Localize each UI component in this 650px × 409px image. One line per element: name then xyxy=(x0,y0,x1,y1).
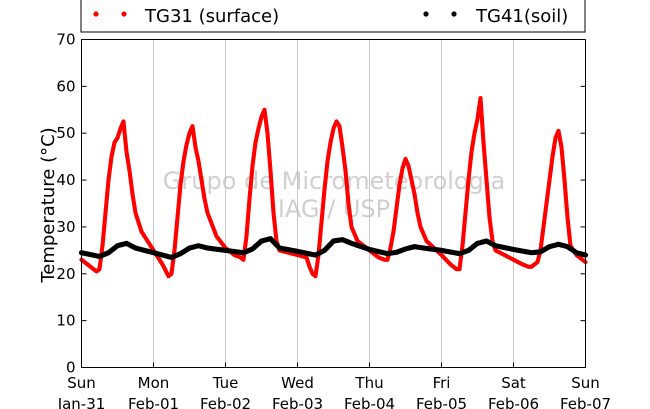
y-tick-label: 70 xyxy=(56,31,75,49)
watermark-line: IAG / USP xyxy=(278,195,390,223)
x-tick-day: Fri xyxy=(433,374,451,392)
series-surface xyxy=(79,95,588,279)
y-tick-label: 40 xyxy=(56,171,75,189)
x-tick-date: Feb-07 xyxy=(560,395,611,409)
x-tick-date: Feb-01 xyxy=(128,395,179,409)
y-axis: 0 10 20 30 40 50 60 70 xyxy=(56,31,586,377)
y-tick-label: 50 xyxy=(56,124,75,142)
y-tick-label: 60 xyxy=(56,77,75,95)
x-tick-day: Mon xyxy=(138,374,170,392)
x-tick-day: Sun xyxy=(571,374,600,392)
x-tick-date: Jan-31 xyxy=(57,395,106,409)
x-tick-day: Tue xyxy=(212,374,239,392)
x-tick-date: Feb-04 xyxy=(344,395,395,409)
watermark-line: Grupo de Micrometeorologia xyxy=(163,167,505,195)
x-tick-date: Feb-02 xyxy=(200,395,251,409)
y-tick-label: 10 xyxy=(56,312,75,330)
legend-marker-surface-2 xyxy=(121,11,127,17)
grid-lines xyxy=(153,39,514,368)
legend-frame xyxy=(80,0,586,33)
x-tick-date: Feb-05 xyxy=(416,395,467,409)
series-layer xyxy=(78,95,589,279)
legend: TG31 (surface) TG41(soil) xyxy=(80,0,586,33)
y-axis-title: Temperature (°C) xyxy=(38,127,59,283)
x-tick-date: Feb-06 xyxy=(488,395,539,409)
y-tick-label: 30 xyxy=(56,218,75,236)
legend-marker-soil-1 xyxy=(423,11,429,17)
x-tick-day: Thu xyxy=(354,374,383,392)
x-tick-day: Sat xyxy=(501,374,526,392)
legend-label-soil: TG41(soil) xyxy=(475,6,568,27)
x-axis: Sun Jan-31 Mon Feb-01 Tue Feb-02 Wed Feb-03 Thu F… xyxy=(57,362,611,409)
legend-label-surface: TG31 (surface) xyxy=(144,6,279,27)
legend-marker-surface-1 xyxy=(93,11,99,17)
x-tick-day: Wed xyxy=(281,374,314,392)
y-tick-label: 0 xyxy=(66,359,76,377)
x-tick-day: Sun xyxy=(67,374,96,392)
legend-marker-soil-2 xyxy=(451,11,457,17)
x-tick-date: Feb-03 xyxy=(272,395,323,409)
y-tick-label: 20 xyxy=(56,265,75,283)
plot-frame xyxy=(81,39,586,368)
